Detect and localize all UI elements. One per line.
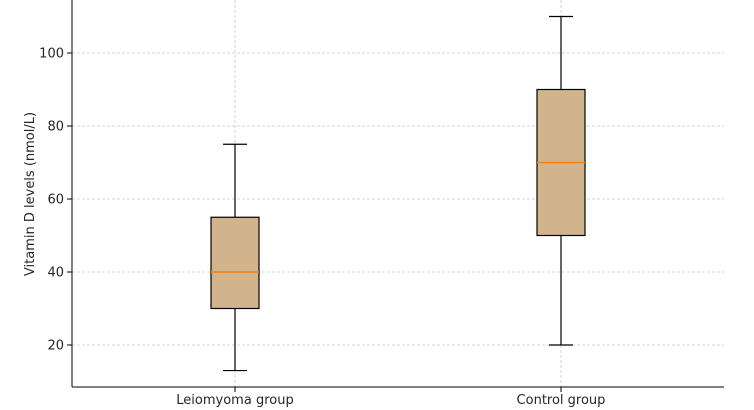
y-axis-label: Vitamin D levels (nmol/L) bbox=[23, 112, 38, 276]
box-layer bbox=[210, 15, 586, 372]
y-tick-label: 100 bbox=[39, 47, 64, 62]
boxplot-leiomyoma bbox=[210, 143, 260, 372]
tick-layer: 20 40 60 80 100 Leiomyoma group Control group bbox=[39, 47, 605, 409]
y-tick-label: 40 bbox=[47, 266, 64, 281]
x-tick-label: Control group bbox=[517, 393, 606, 408]
boxplot-control bbox=[536, 15, 586, 346]
axes-layer bbox=[71, 0, 724, 388]
iqr-box bbox=[210, 216, 260, 310]
grid-layer bbox=[72, 0, 724, 387]
x-tick-label: Leiomyoma group bbox=[176, 393, 293, 408]
y-tick-label: 60 bbox=[47, 193, 64, 208]
y-tick-label: 80 bbox=[47, 120, 64, 135]
y-tick-label: 20 bbox=[47, 339, 64, 354]
